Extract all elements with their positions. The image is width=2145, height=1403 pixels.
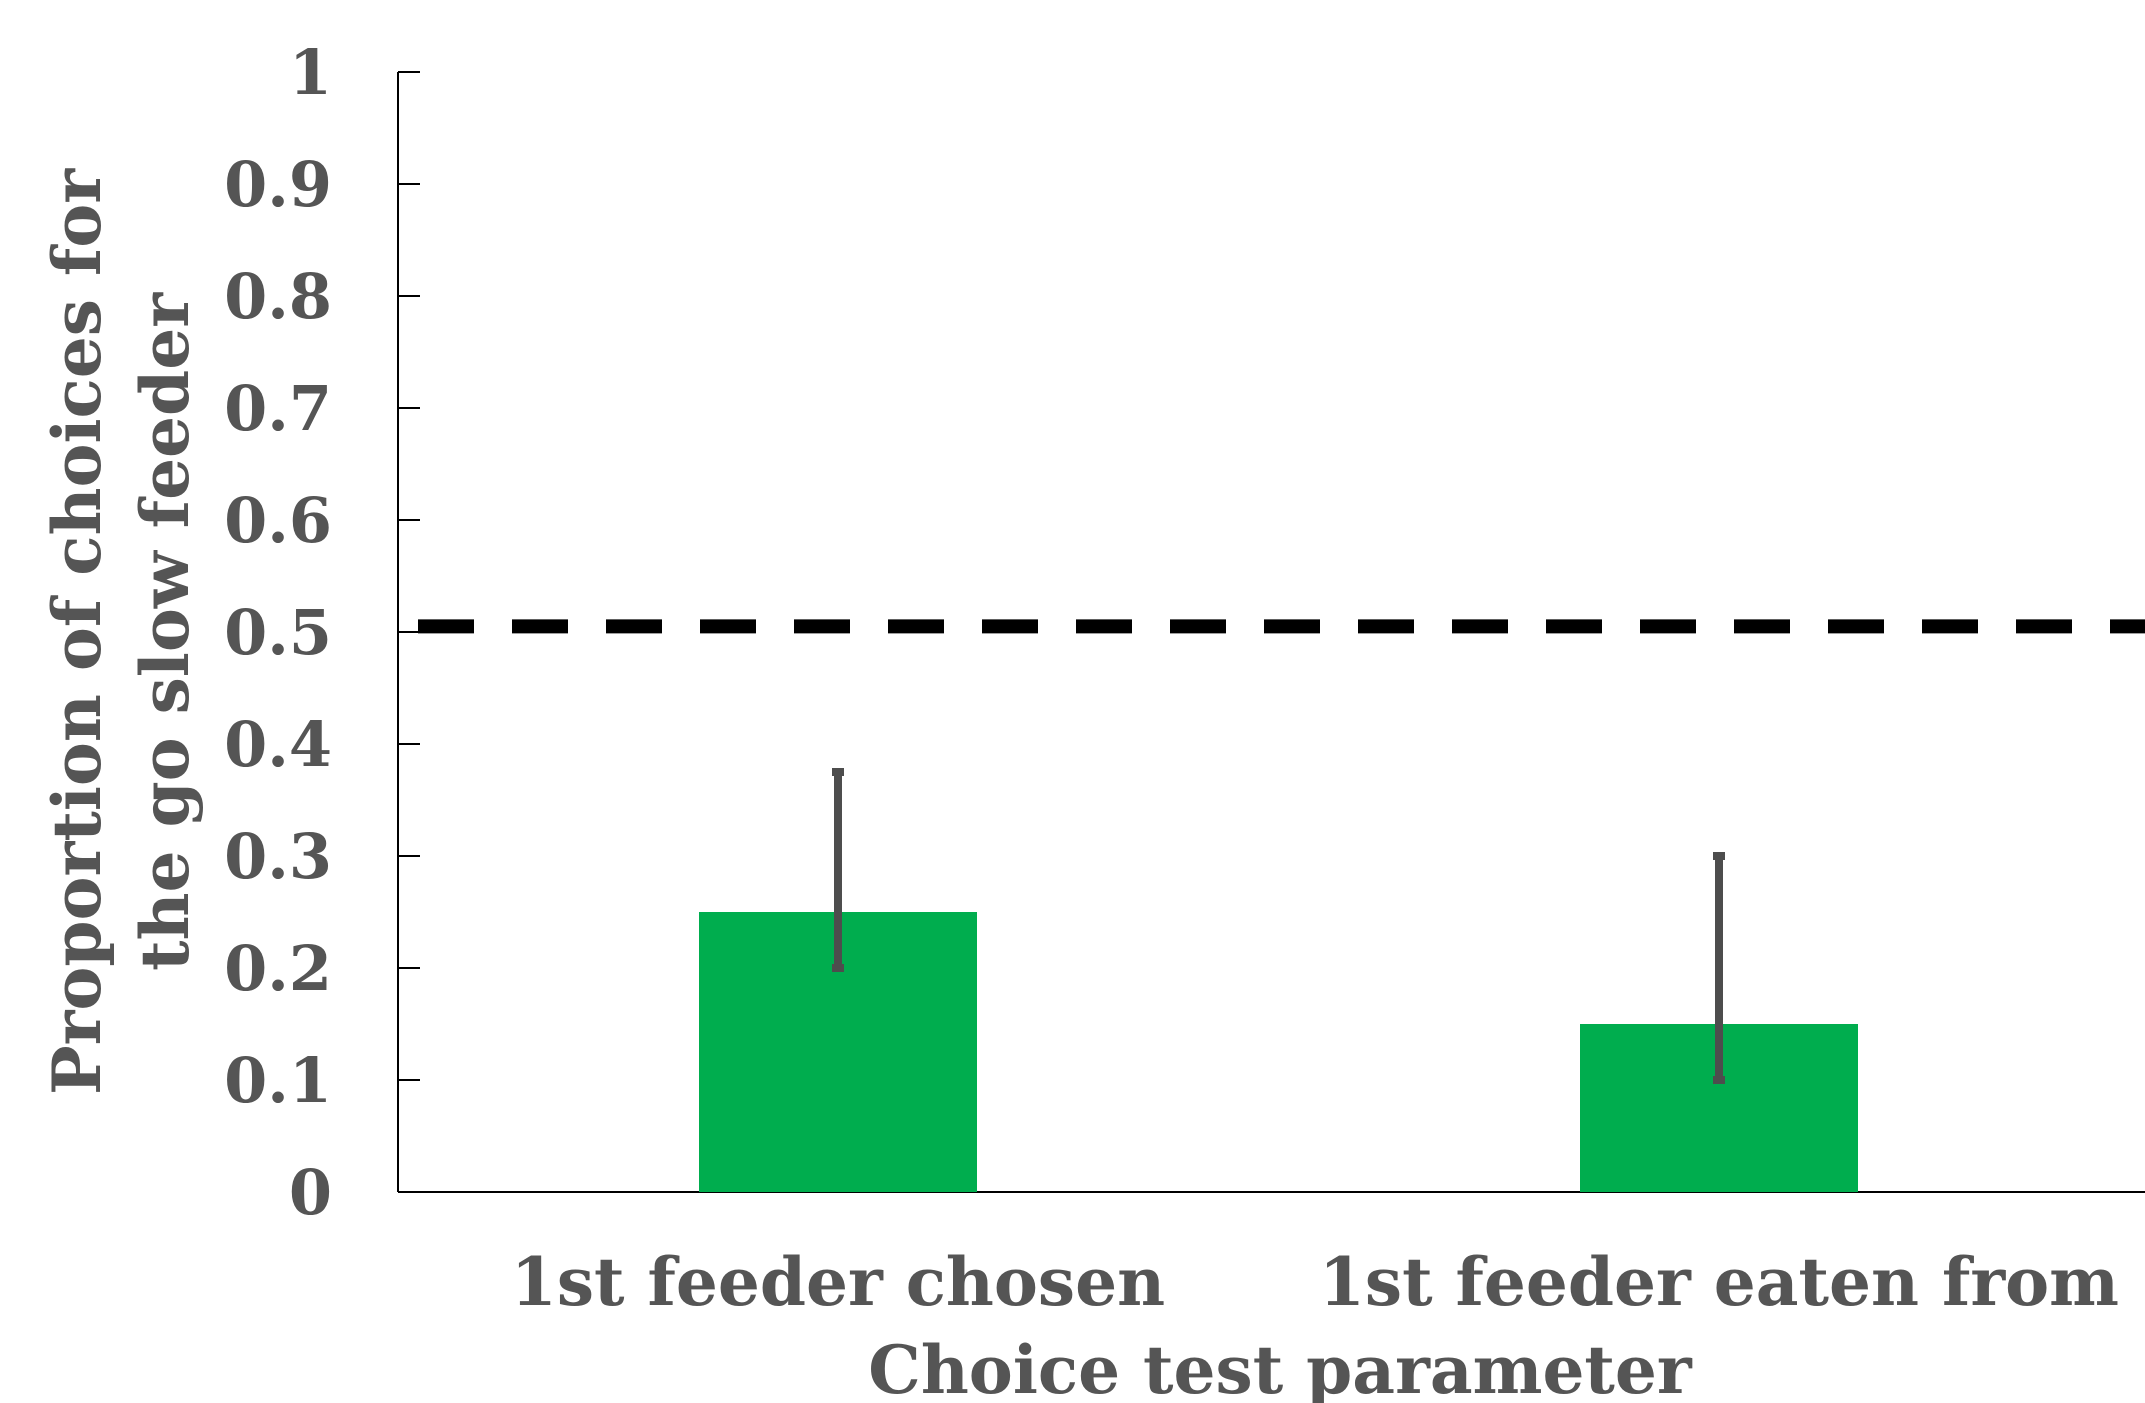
labels: 0 0.1 0.2 0.3 0.4 0.5 0.6 0.7 0.8 0.9 1 1st feeder … [38, 36, 2119, 1403]
x-category-label: 1st feeder eaten from [1319, 1243, 2119, 1321]
y-axis-title: Proportion of choices for the go slow fee… [38, 168, 204, 1095]
y-tick-label: 1 [289, 36, 332, 109]
bars [699, 912, 1858, 1192]
y-axis-title-line: Proportion of choices for [38, 168, 116, 1095]
y-tick-label: 0.8 [224, 260, 332, 333]
error-bars [832, 768, 1725, 1084]
y-axis-title-line: the go slow feeder [126, 292, 204, 971]
y-tick-label: 0.2 [224, 932, 332, 1005]
y-tick-label: 0.5 [224, 596, 332, 669]
y-tick-label: 0.9 [224, 148, 332, 221]
y-tick-label: 0.1 [224, 1044, 332, 1117]
y-tick-label: 0.7 [224, 372, 332, 445]
y-tick-label: 0 [289, 1156, 332, 1229]
y-tick-label: 0.6 [224, 484, 332, 557]
x-category-label: 1st feeder chosen [511, 1243, 1165, 1321]
x-axis-title: Choice test parameter [868, 1331, 1693, 1403]
y-tick-label: 0.4 [224, 708, 332, 781]
y-tick-label: 0.3 [224, 820, 332, 893]
